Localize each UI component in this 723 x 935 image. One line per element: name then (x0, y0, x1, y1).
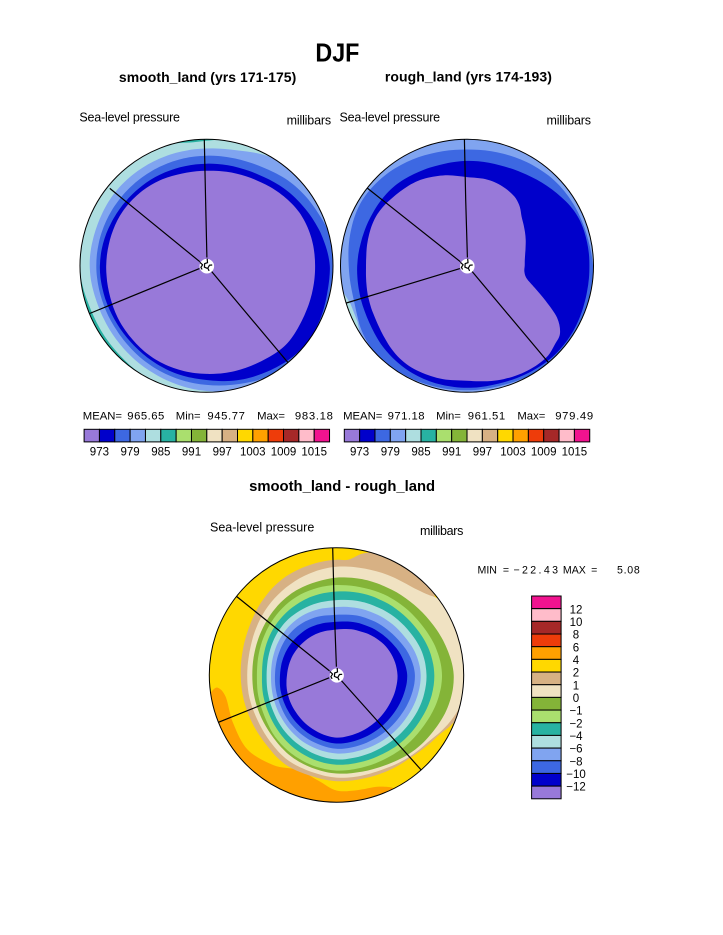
svg-text:1003: 1003 (240, 446, 266, 458)
svg-text:6: 6 (573, 642, 579, 654)
svg-text:1: 1 (573, 680, 579, 692)
svg-text:971.18: 971.18 (388, 410, 425, 422)
svg-text:DJF: DJF (315, 38, 359, 68)
svg-text:1003: 1003 (500, 446, 526, 458)
svg-text:=: = (503, 565, 509, 577)
svg-text:1009: 1009 (531, 446, 557, 458)
svg-text:−12: −12 (566, 782, 586, 794)
svg-text:millibars: millibars (420, 524, 463, 538)
svg-text:−6: −6 (569, 744, 582, 756)
svg-text:983.18: 983.18 (295, 410, 333, 422)
svg-text:991: 991 (442, 446, 461, 458)
svg-text:4: 4 (573, 655, 580, 667)
svg-text:millibars: millibars (287, 113, 332, 127)
svg-text:10: 10 (570, 617, 583, 629)
svg-text:991: 991 (182, 446, 201, 458)
svg-text:rough_land (yrs 174-193): rough_land (yrs 174-193) (385, 69, 552, 85)
svg-text:945.77: 945.77 (207, 410, 245, 422)
svg-text:979: 979 (381, 446, 400, 458)
svg-text:−10: −10 (566, 769, 586, 781)
svg-text:8: 8 (573, 630, 579, 642)
svg-text:985: 985 (151, 446, 170, 458)
svg-text:2: 2 (573, 668, 579, 680)
svg-text:Sea-level pressure: Sea-level pressure (79, 110, 180, 124)
svg-text:1015: 1015 (301, 446, 327, 458)
svg-text:Sea-level pressure: Sea-level pressure (340, 110, 441, 124)
svg-text:smooth_land - rough_land: smooth_land - rough_land (249, 479, 435, 495)
svg-text:Min=: Min= (176, 410, 201, 422)
svg-text:Max=: Max= (257, 410, 285, 422)
svg-text:Min=: Min= (436, 410, 461, 422)
svg-text:smooth_land (yrs 171-175): smooth_land (yrs 171-175) (119, 69, 296, 85)
svg-text:973: 973 (90, 446, 109, 458)
svg-text:961.51: 961.51 (468, 410, 506, 422)
svg-text:5.08: 5.08 (617, 565, 640, 577)
svg-text:millibars: millibars (547, 113, 592, 127)
svg-text:979.49: 979.49 (555, 410, 593, 422)
svg-text:997: 997 (213, 446, 232, 458)
svg-text:985: 985 (411, 446, 430, 458)
svg-text:−4: −4 (569, 731, 583, 743)
svg-text:1009: 1009 (271, 446, 297, 458)
svg-text:MAX: MAX (563, 565, 586, 577)
svg-text:973: 973 (350, 446, 369, 458)
svg-text:979: 979 (121, 446, 140, 458)
svg-text:965.65: 965.65 (127, 410, 164, 422)
svg-text:MIN: MIN (478, 565, 497, 577)
svg-text:−2: −2 (569, 718, 582, 730)
svg-text:−1: −1 (569, 706, 582, 718)
svg-text:=: = (591, 565, 597, 577)
svg-text:MEAN=: MEAN= (343, 410, 383, 422)
svg-text:997: 997 (473, 446, 492, 458)
svg-text:−22.43: −22.43 (514, 565, 559, 577)
svg-text:0: 0 (573, 693, 579, 705)
svg-text:12: 12 (570, 604, 583, 616)
svg-text:1015: 1015 (562, 446, 588, 458)
svg-text:Max=: Max= (517, 410, 545, 422)
svg-text:−8: −8 (569, 756, 582, 768)
svg-text:Sea-level pressure: Sea-level pressure (210, 521, 314, 535)
svg-text:MEAN=: MEAN= (83, 410, 123, 422)
